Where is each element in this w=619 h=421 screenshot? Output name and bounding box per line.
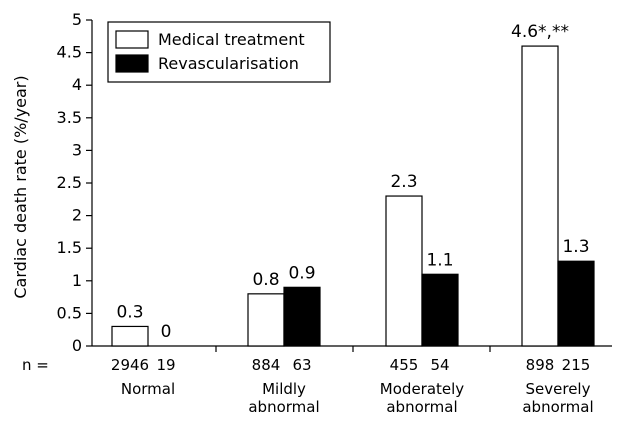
legend-label: Revascularisation <box>158 54 299 73</box>
legend-swatch-revasc <box>115 54 149 73</box>
bar-value-label: 4.6*,** <box>511 22 569 42</box>
y-tick-label: 5 <box>72 10 82 29</box>
sample-count-label: 898 <box>526 356 555 374</box>
sample-count-label: 215 <box>562 356 591 374</box>
legend-label: Medical treatment <box>158 30 305 49</box>
category-label: Mildly <box>262 380 306 398</box>
n-prefix-label: n = <box>22 356 49 374</box>
sample-count-label: 2946 <box>111 356 149 374</box>
bars <box>111 45 595 347</box>
category-label: abnormal <box>522 398 593 416</box>
sample-count-label: 63 <box>292 356 311 374</box>
category-label: abnormal <box>386 398 457 416</box>
axes: 0 0.5 1 1.5 2 2.5 3 3.5 4 4.5 5 Cardiac death rate … <box>11 10 612 355</box>
bar-value-label: 0.9 <box>288 263 315 283</box>
y-tick-label: 0.5 <box>57 303 82 322</box>
sample-count-label: 455 <box>390 356 419 374</box>
sample-count-label: 54 <box>430 356 449 374</box>
bar-revasc-3 <box>557 260 595 347</box>
y-axis-title: Cardiac death rate (%/year) <box>11 75 30 298</box>
y-tick-label: 4 <box>72 75 82 94</box>
bar-value-label: 1.1 <box>426 250 453 270</box>
bar-revasc-1 <box>283 286 321 347</box>
y-tick-label: 1.5 <box>57 238 82 257</box>
legend-swatch-medical <box>115 30 149 49</box>
y-tick-label: 3.5 <box>57 108 82 127</box>
sample-count-label: 19 <box>156 356 175 374</box>
bar-medical-1 <box>247 293 285 347</box>
bar-revasc-2 <box>421 273 459 347</box>
category-label: Severely <box>526 380 591 398</box>
y-tick-label: 2.5 <box>57 173 82 192</box>
category-label: Moderately <box>380 380 465 398</box>
data-labels: 0.3 0.8 2.3 4.6*,** 0 0.9 1.1 1.3 <box>116 22 589 342</box>
sample-count-label: 884 <box>252 356 281 374</box>
bar-medical-2 <box>385 195 423 347</box>
bar-value-label: 2.3 <box>390 172 417 192</box>
y-tick-label: 0 <box>72 336 82 355</box>
bar-medical-0 <box>111 325 149 347</box>
category-label: Normal <box>121 380 175 398</box>
bar-value-label: 0.3 <box>116 302 143 322</box>
y-tick-label: 4.5 <box>57 43 82 62</box>
bar-medical-3 <box>521 45 559 347</box>
category-label: abnormal <box>248 398 319 416</box>
y-tick-label: 1 <box>72 271 82 290</box>
bar-value-label: 0 <box>161 322 172 342</box>
bar-value-label: 1.3 <box>562 237 589 257</box>
legend: Medical treatment Revascularisation <box>107 21 331 83</box>
y-tick-label: 3 <box>72 140 82 159</box>
y-tick-label: 2 <box>72 206 82 225</box>
bar-value-label: 0.8 <box>252 270 279 290</box>
